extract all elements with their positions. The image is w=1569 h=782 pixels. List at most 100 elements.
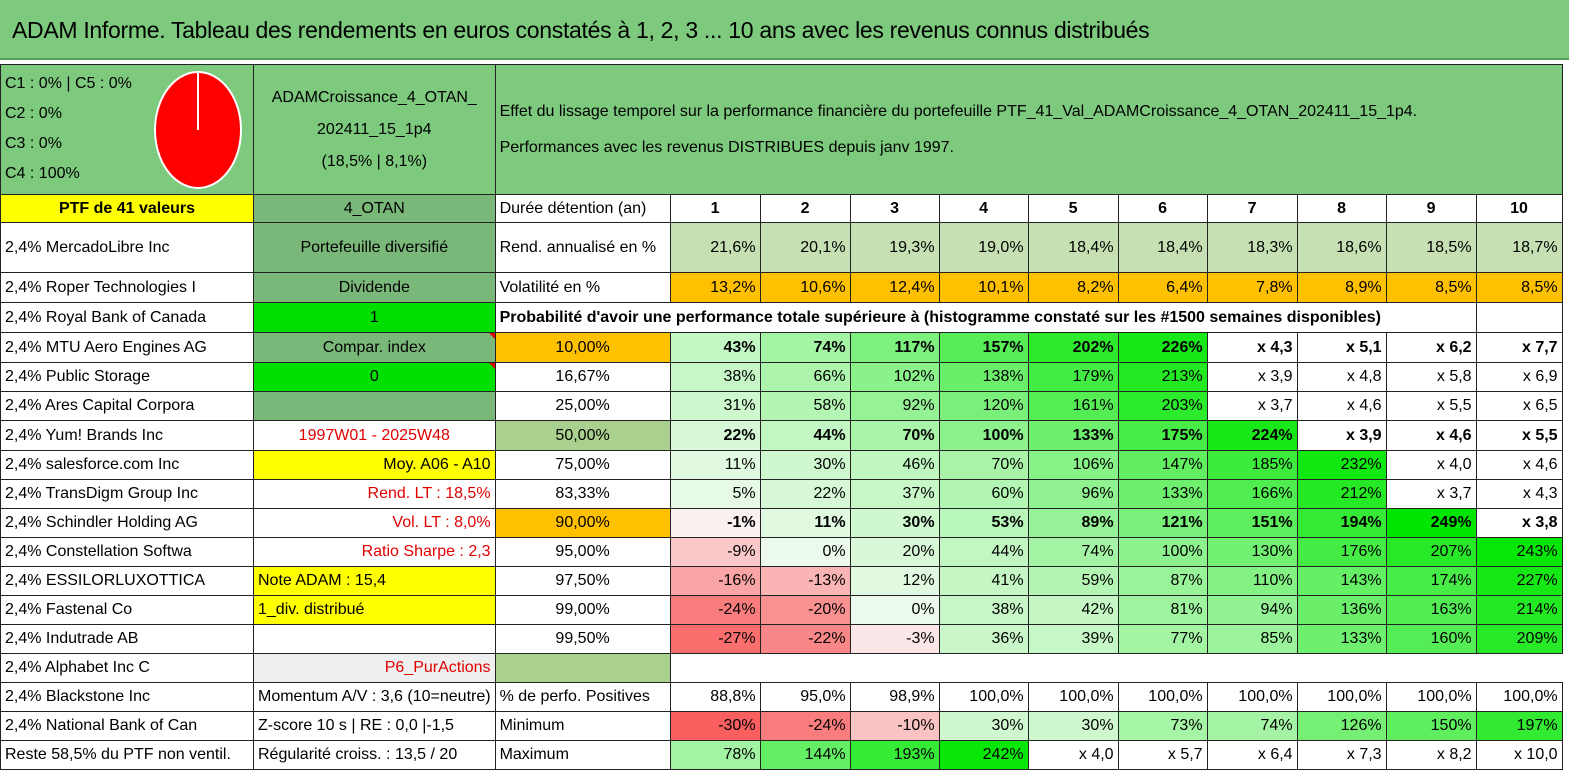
holding-name: 2,4% National Bank of Can xyxy=(0,711,254,741)
quantile-value: x 4,6 xyxy=(1385,420,1477,451)
quantile-value: 163% xyxy=(1385,595,1477,625)
quantile-value: 174% xyxy=(1385,566,1477,596)
class-line-2: C2 : 0% xyxy=(5,105,62,122)
quantile-value: 100% xyxy=(938,420,1029,451)
header-row: PTF de 41 valeurs 4_OTAN Durée détention (… xyxy=(0,194,1563,223)
quantile-value: x 4,6 xyxy=(1475,450,1563,480)
max-value: 78% xyxy=(669,740,761,770)
pos-value: 88,8% xyxy=(669,682,761,712)
quantile-label: 97,50% xyxy=(494,566,671,596)
quantile-value: x 3,9 xyxy=(1296,420,1387,451)
year-header: 6 xyxy=(1117,194,1208,223)
pos-value: 100,0% xyxy=(1385,682,1477,712)
vol-value: 10,6% xyxy=(759,272,851,303)
quantile-value: -22% xyxy=(759,624,851,654)
effect-description: Effet du lissage temporel sur la perform… xyxy=(494,64,1563,195)
pos-value: 100,0% xyxy=(938,682,1029,712)
duration-label: Durée détention (an) xyxy=(494,194,671,223)
quantile-value: 214% xyxy=(1475,595,1563,625)
moy-label: Moy. A06 - A10 xyxy=(253,450,496,480)
class-line-1: C1 : 0% | C5 : 0% xyxy=(5,75,132,92)
holding-row: 2,4% Public Storage 0 16,67% 38% 66% 102% 138%… xyxy=(0,362,1563,392)
vol-lt: Vol. LT : 8,0% xyxy=(253,508,496,538)
quantile-value: 92% xyxy=(849,391,940,421)
quantile-label: 75,00% xyxy=(494,450,671,480)
vol-value: 8,5% xyxy=(1385,272,1477,303)
max-value: x 10,0 xyxy=(1475,740,1563,770)
holding-row: Reste 58,5% du PTF non ventil. Régularité… xyxy=(0,740,1563,770)
portfolio-name: ADAMCroissance_4_OTAN_ 202411_15_1p4 (18… xyxy=(253,64,496,195)
quantile-value: 120% xyxy=(938,391,1029,421)
quantile-value: 209% xyxy=(1475,624,1563,654)
quantile-value: 41% xyxy=(938,566,1029,596)
quantile-value: 202% xyxy=(1027,332,1119,363)
quantile-label: 90,00% xyxy=(494,508,671,538)
period-label: 1997W01 - 2025W48 xyxy=(253,420,496,451)
year-header: 4 xyxy=(938,194,1029,223)
rend-value: 21,6% xyxy=(669,222,761,273)
rend-lt: Rend. LT : 18,5% xyxy=(253,479,496,509)
max-value: x 6,4 xyxy=(1206,740,1298,770)
min-value: -24% xyxy=(759,711,851,741)
quantile-value: -27% xyxy=(669,624,761,654)
quantile-value: -1% xyxy=(669,508,761,538)
zscore: Z-score 10 s | RE : 0,0 |-1,5 xyxy=(253,711,496,741)
effect-line2: Performances avec les revenus DISTRIBUES… xyxy=(499,138,954,156)
holding-name: 2,4% Royal Bank of Canada xyxy=(0,302,254,333)
holding-name: 2,4% Constellation Softwa xyxy=(0,537,254,567)
quantile-value: 70% xyxy=(849,420,940,451)
year-header: 9 xyxy=(1385,194,1477,223)
quantile-value: 66% xyxy=(759,362,851,392)
min-value: -30% xyxy=(669,711,761,741)
compar-label: Compar. index xyxy=(253,332,496,363)
quantile-value: 20% xyxy=(849,537,940,567)
rend-value: 18,5% xyxy=(1385,222,1477,273)
allocation-pie-chart xyxy=(154,71,242,189)
year-header: 2 xyxy=(759,194,851,223)
vol-value: 12,4% xyxy=(849,272,940,303)
min-value: 74% xyxy=(1206,711,1298,741)
quantile-value: 227% xyxy=(1475,566,1563,596)
holding-row: 2,4% Roper Technologies I Dividende Volati… xyxy=(0,272,1563,303)
class-line-4: C4 : 100% xyxy=(5,165,80,182)
quantile-value: 106% xyxy=(1027,450,1119,480)
quantile-value: 46% xyxy=(849,450,940,480)
holding-row: 2,4% Yum! Brands Inc 1997W01 - 2025W48 50,… xyxy=(0,420,1563,451)
quantile-value: 12% xyxy=(849,566,940,596)
quantile-value: 176% xyxy=(1296,537,1387,567)
holding-row: 2,4% Indutrade AB 99,50% -27% -22% -3% 36% 39%… xyxy=(0,624,1563,654)
min-value: 126% xyxy=(1296,711,1387,741)
quantile-value: 94% xyxy=(1206,595,1298,625)
quantile-value: 136% xyxy=(1296,595,1387,625)
compar-value: 0 xyxy=(253,362,496,392)
max-value: x 4,0 xyxy=(1027,740,1119,770)
quantile-value: 74% xyxy=(759,332,851,363)
quantile-value: 70% xyxy=(938,450,1029,480)
holding-name: 2,4% MTU Aero Engines AG xyxy=(0,332,254,363)
quantile-value: 160% xyxy=(1385,624,1477,654)
quantile-value: x 7,7 xyxy=(1475,332,1563,363)
holding-name: 2,4% MercadoLibre Inc xyxy=(0,222,254,273)
pos-value: 100,0% xyxy=(1027,682,1119,712)
quantile-value: 213% xyxy=(1117,362,1208,392)
holding-row: 2,4% Fastenal Co 1_div. distribué 99,00% -2… xyxy=(0,595,1563,625)
quantile-value: 207% xyxy=(1385,537,1477,567)
year-header: 3 xyxy=(849,194,940,223)
quantile-value: x 3,9 xyxy=(1206,362,1298,392)
adam-note: Note ADAM : 15,4 xyxy=(253,566,496,596)
quantile-value: 232% xyxy=(1296,450,1387,480)
holding-name: 2,4% Indutrade AB xyxy=(0,624,254,654)
quantile-value: 85% xyxy=(1206,624,1298,654)
holding-name: 2,4% Blackstone Inc xyxy=(0,682,254,712)
quantile-value: 89% xyxy=(1027,508,1119,538)
quantile-value: -16% xyxy=(669,566,761,596)
quantile-value: 203% xyxy=(1117,391,1208,421)
quantile-value: 53% xyxy=(938,508,1029,538)
dividend-label: Dividende xyxy=(253,272,496,303)
quantile-value: 42% xyxy=(1027,595,1119,625)
empty-cell xyxy=(670,654,1562,683)
vol-value: 8,2% xyxy=(1027,272,1119,303)
rend-value: 18,6% xyxy=(1296,222,1387,273)
quantile-value: 38% xyxy=(938,595,1029,625)
